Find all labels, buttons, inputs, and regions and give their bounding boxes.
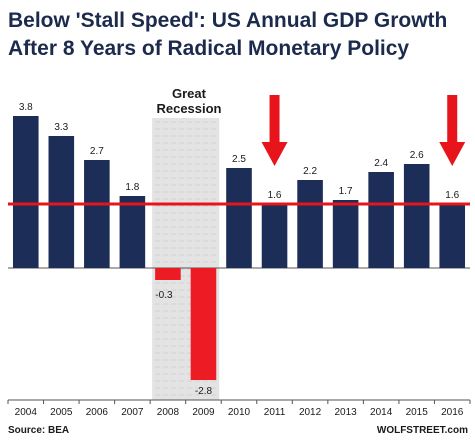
value-label-2007: 1.8 (125, 182, 139, 193)
bar-2016 (439, 204, 466, 268)
bar-2015 (403, 164, 430, 268)
bar-2006 (84, 160, 110, 268)
value-label-2010: 2.5 (232, 154, 246, 165)
credit-note: WOLFSTREET.com (377, 425, 468, 436)
value-label-2006: 2.7 (90, 146, 104, 157)
value-label-2014: 2.4 (374, 158, 388, 169)
arrow-2016 (439, 95, 466, 166)
arrows-layer (261, 95, 466, 166)
bars-layer (12, 116, 466, 380)
value-label-2016: 1.6 (445, 190, 459, 201)
bar-2012 (297, 180, 323, 268)
value-label-2004: 3.8 (19, 102, 33, 113)
recession-label-line-2: Recession (156, 101, 221, 116)
value-label-2008: -0.3 (155, 290, 173, 301)
bar-2009 (190, 268, 217, 380)
source-note: Source: BEA (8, 425, 69, 436)
tick-label-2015: 2015 (406, 407, 429, 418)
axis-layer (7, 267, 471, 404)
bar-2004 (12, 116, 39, 268)
tick-label-2013: 2013 (334, 407, 357, 418)
tick-label-2010: 2010 (228, 407, 251, 418)
tick-label-2016: 2016 (441, 407, 464, 418)
value-label-2011: 1.6 (268, 190, 282, 201)
value-label-2005: 3.3 (54, 122, 68, 133)
bar-2008 (155, 268, 181, 280)
tick-label-2006: 2006 (86, 407, 109, 418)
tick-label-2008: 2008 (157, 407, 180, 418)
arrow-2011 (261, 95, 288, 166)
tick-label-2014: 2014 (370, 407, 393, 418)
bar-2010 (226, 168, 252, 268)
value-labels-layer: 3.8 3.3 2.7 1.8 -0.3 -2.8 2.5 1.6 2.2 1.7 2.4 2.6 1.… (19, 102, 460, 397)
tick-label-2004: 2004 (15, 407, 38, 418)
tick-label-2009: 2009 (192, 407, 215, 418)
chart-title-line-2: After 8 Years of Radical Monetary Policy (8, 37, 409, 60)
value-label-2013: 1.7 (339, 186, 353, 197)
tick-label-2007: 2007 (121, 407, 144, 418)
tick-label-2011: 2011 (264, 407, 286, 418)
tick-label-2005: 2005 (50, 407, 73, 418)
tick-labels-layer: 2004 2005 2006 2007 2008 2009 2010 2011 2012 2013… (15, 407, 464, 418)
bar-2005 (48, 136, 75, 268)
value-label-2012: 2.2 (303, 166, 317, 177)
bar-2007 (119, 196, 146, 268)
bar-2014 (368, 172, 394, 268)
tick-label-2012: 2012 (299, 407, 322, 418)
value-label-2015: 2.6 (410, 150, 424, 161)
bar-2013 (332, 200, 359, 268)
bar-2011 (261, 204, 288, 268)
chart-title-line-1: Below 'Stall Speed': US Annual GDP Growt… (8, 9, 447, 32)
value-label-2009: -2.8 (195, 386, 213, 397)
recession-label-line-1: Great (172, 86, 207, 101)
